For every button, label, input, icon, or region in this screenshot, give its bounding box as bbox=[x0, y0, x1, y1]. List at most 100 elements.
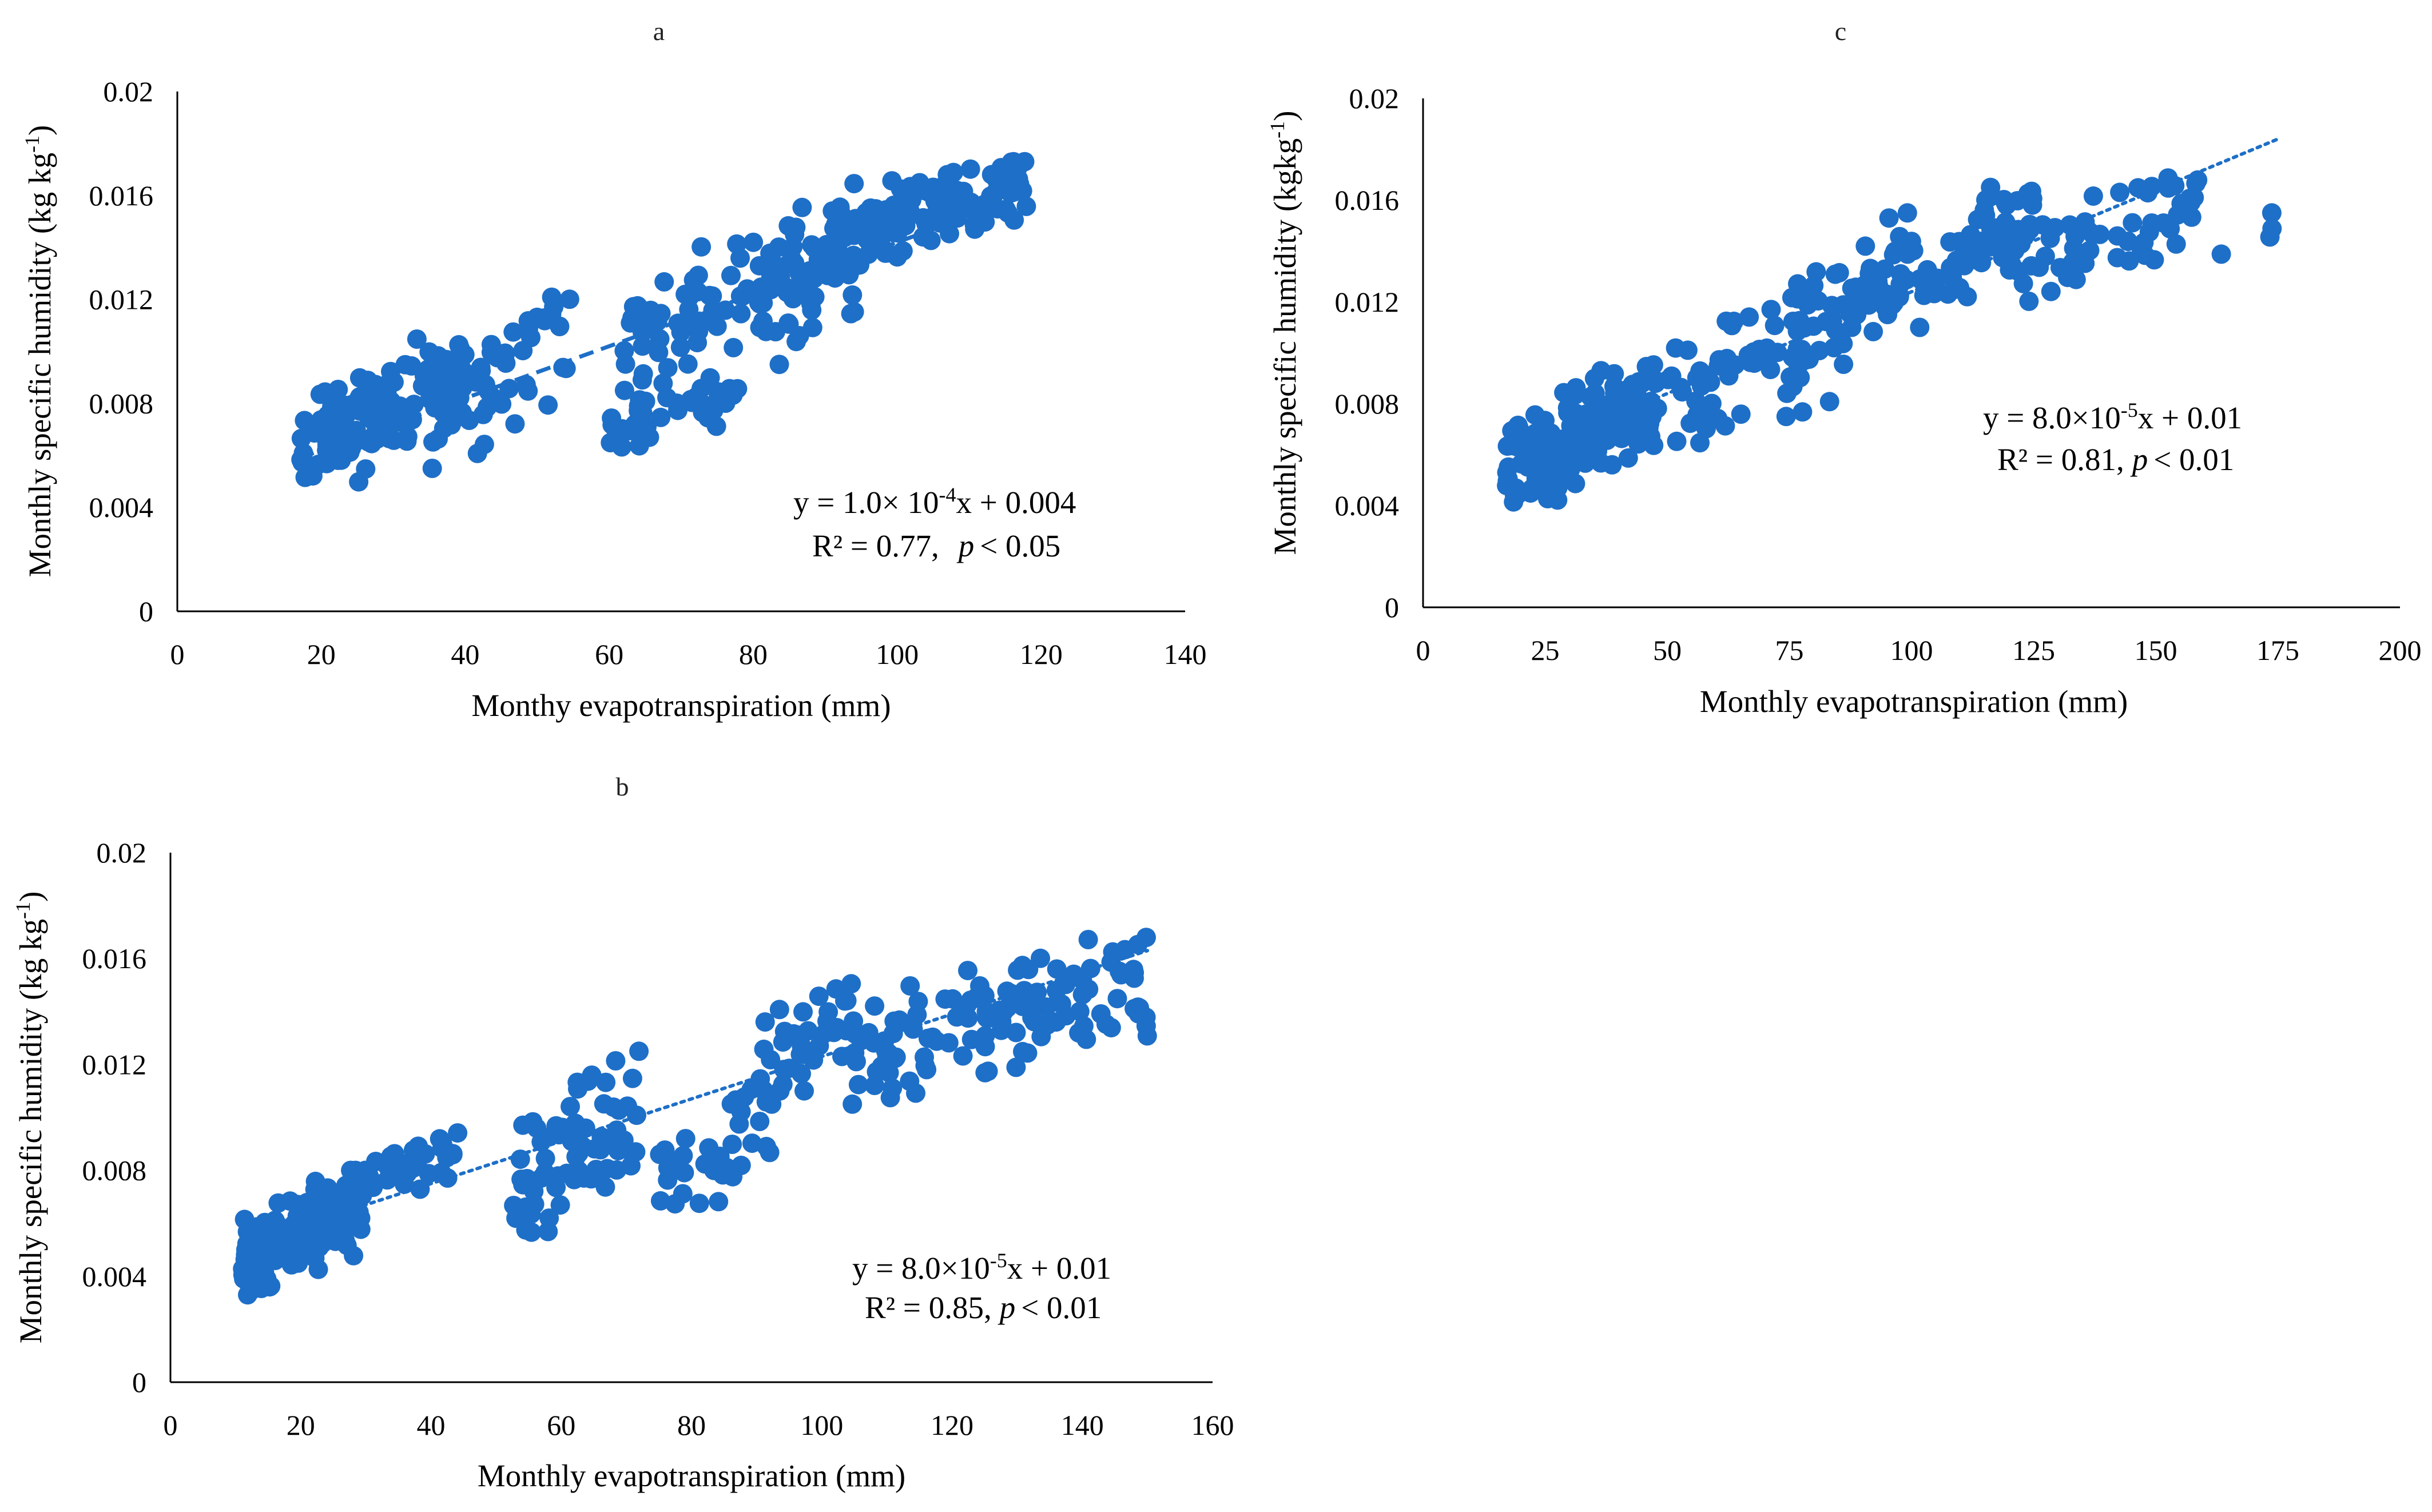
panel-c-data-point bbox=[1739, 307, 1759, 327]
panel-a-data-point bbox=[769, 355, 789, 375]
panel-a-data-point bbox=[328, 450, 348, 470]
panel-c-data-point bbox=[1787, 289, 1807, 309]
panel-a-data-point bbox=[678, 354, 698, 374]
panel-a-data-point bbox=[769, 237, 789, 257]
panel-a-data-point bbox=[629, 396, 649, 416]
panel-a-data-point bbox=[538, 395, 558, 415]
panel-a-data-point bbox=[670, 337, 690, 357]
panel-b-data-point bbox=[419, 1164, 439, 1184]
panel-c-data-point bbox=[1834, 355, 1854, 374]
panel-b-ticks: 0 20 40 60 80 100 120 140 160 0 0.004 0.008 0.012 0.0… bbox=[82, 837, 1234, 1441]
panel-c-data-point bbox=[1731, 404, 1751, 424]
panel-a-data-point bbox=[657, 388, 677, 408]
panel-b-data-point bbox=[1022, 1008, 1042, 1028]
panel-a-data-point bbox=[450, 375, 470, 395]
panel-a-data-point bbox=[998, 203, 1018, 223]
panel-a-data-point bbox=[802, 317, 822, 337]
panel-c-data-point bbox=[1804, 276, 1824, 296]
panel-c-data-point bbox=[1904, 241, 1924, 261]
panel-b-data-point bbox=[755, 1012, 775, 1032]
panel-b-x-tick-label: 0 bbox=[164, 1409, 178, 1441]
panel-b-data-point bbox=[958, 961, 977, 981]
panel-b-data-point bbox=[837, 990, 857, 1010]
panel-c-data-point bbox=[1822, 310, 1842, 329]
panel-b-data-point bbox=[953, 1046, 973, 1066]
panel-c-data-point bbox=[1825, 264, 1845, 284]
panel-a-data-point bbox=[786, 217, 806, 237]
panel-b-data-point bbox=[1006, 1057, 1026, 1077]
panel-b-data-point bbox=[754, 1039, 774, 1059]
panel-c-y-tick-label: 0.008 bbox=[1335, 388, 1400, 420]
panel-b-data-point bbox=[665, 1153, 685, 1173]
panel-b-data-point bbox=[622, 1068, 642, 1088]
panel-b-data-point bbox=[742, 1133, 762, 1153]
panel-a-data-point bbox=[785, 253, 805, 273]
panel-b-data-point bbox=[695, 1154, 715, 1174]
panel-c-r2-value: R² = 0.81, bbox=[1997, 442, 2124, 477]
panel-a: a 0 20 40 60 80 100 120 140 0 0.004 0.008 0.012 0.01… bbox=[21, 17, 1207, 723]
panel-a-data-point bbox=[991, 158, 1011, 178]
panel-c-data-point bbox=[1793, 402, 1813, 422]
panel-a-y-tick-label: 0.008 bbox=[89, 387, 154, 419]
panel-a-eq-tail: x + 0.004 bbox=[956, 485, 1076, 520]
panel-a-x-tick-label: 40 bbox=[451, 638, 479, 670]
panel-b-x-tick-label: 120 bbox=[931, 1409, 973, 1441]
panel-c-data-point bbox=[1602, 455, 1622, 475]
panel-a-data-point bbox=[692, 237, 712, 257]
panel-a-y-tick-label: 0.02 bbox=[104, 75, 154, 108]
panel-b-data-point bbox=[978, 1061, 998, 1081]
panel-c-data-point bbox=[1783, 311, 1803, 331]
panel-b-x-tick-label: 40 bbox=[417, 1409, 446, 1441]
panel-a-data-point bbox=[830, 202, 851, 222]
panel-b-data-point bbox=[793, 1002, 813, 1022]
panel-b-data-point bbox=[750, 1112, 770, 1131]
panel-b-equation: y = 8.0×10-5x + 0.01 bbox=[852, 1249, 1111, 1286]
panel-b-data-point bbox=[900, 976, 920, 996]
panel-a-data-point bbox=[492, 394, 512, 414]
panel-a-y-title-main: Monthly specific humidity (kg kg bbox=[22, 153, 57, 577]
panel-c-p-value: < 0.01 bbox=[2153, 442, 2234, 477]
panel-b-data-point bbox=[301, 1219, 321, 1239]
panel-b-data-point bbox=[809, 986, 829, 1006]
panel-b-data-point bbox=[394, 1154, 414, 1174]
panel-b-eq-sup: -5 bbox=[990, 1249, 1007, 1272]
panel-a-p-label: p bbox=[956, 528, 975, 563]
panel-a-data-point bbox=[817, 234, 837, 254]
panel-c-y-tick-label: 0.004 bbox=[1335, 490, 1400, 522]
panel-b-y-tick-label: 0.004 bbox=[82, 1260, 147, 1292]
panel-b-data-point bbox=[990, 1000, 1010, 1020]
panel-b-data-point bbox=[305, 1171, 325, 1191]
panel-c-eq-tail: x + 0.01 bbox=[2138, 400, 2242, 435]
panel-b-data-point bbox=[325, 1231, 345, 1251]
panel-c-data-point bbox=[2019, 291, 2039, 311]
panel-b-data-point bbox=[731, 1102, 751, 1122]
panel-b-data-point bbox=[1031, 1026, 1051, 1047]
panel-b-data-point bbox=[524, 1181, 544, 1201]
panel-c-data-point bbox=[2135, 245, 2155, 265]
panel-b-data-point bbox=[650, 1144, 670, 1164]
panel-b-data-point bbox=[1136, 928, 1156, 948]
panel-a-data-point bbox=[724, 337, 744, 357]
panel-c-data-point bbox=[2181, 207, 2201, 227]
panel-c-data-point bbox=[1615, 422, 1635, 442]
panel-c-x-tick-label: 100 bbox=[1890, 634, 1933, 666]
panel-c-data-point bbox=[1662, 366, 1682, 386]
panel-c-data-point bbox=[1644, 435, 1664, 455]
panel-b-data-point bbox=[515, 1197, 535, 1217]
panel-b-y-axis-title: Monthly specific humidity (kg kg-1) bbox=[11, 892, 48, 1344]
panel-c-data-point bbox=[1910, 317, 1930, 337]
panel-b-r2: R² = 0.85, p < 0.01 bbox=[865, 1290, 1102, 1325]
panel-a-data-point bbox=[960, 159, 980, 179]
panel-b-data-point bbox=[887, 1012, 907, 1032]
panel-b-data-point bbox=[1096, 1014, 1116, 1034]
panel-a-data-point bbox=[397, 398, 417, 418]
panel-c-data-point bbox=[1765, 316, 1785, 336]
panel-c-data-point bbox=[1897, 270, 1917, 290]
panel-c-data-point bbox=[1497, 471, 1517, 491]
panel-b-data-point bbox=[907, 1005, 927, 1025]
panel-a-x-tick-label: 0 bbox=[170, 638, 185, 670]
panel-c-data-point bbox=[2021, 181, 2041, 201]
panel-c-r2: R² = 0.81, p < 0.01 bbox=[1997, 442, 2234, 477]
panel-c-ticks: 0 25 50 75 100 125 150 175 200 0 0.004 0.008 0.012 0.… bbox=[1335, 82, 2422, 666]
panel-b-data-point bbox=[523, 1112, 543, 1132]
